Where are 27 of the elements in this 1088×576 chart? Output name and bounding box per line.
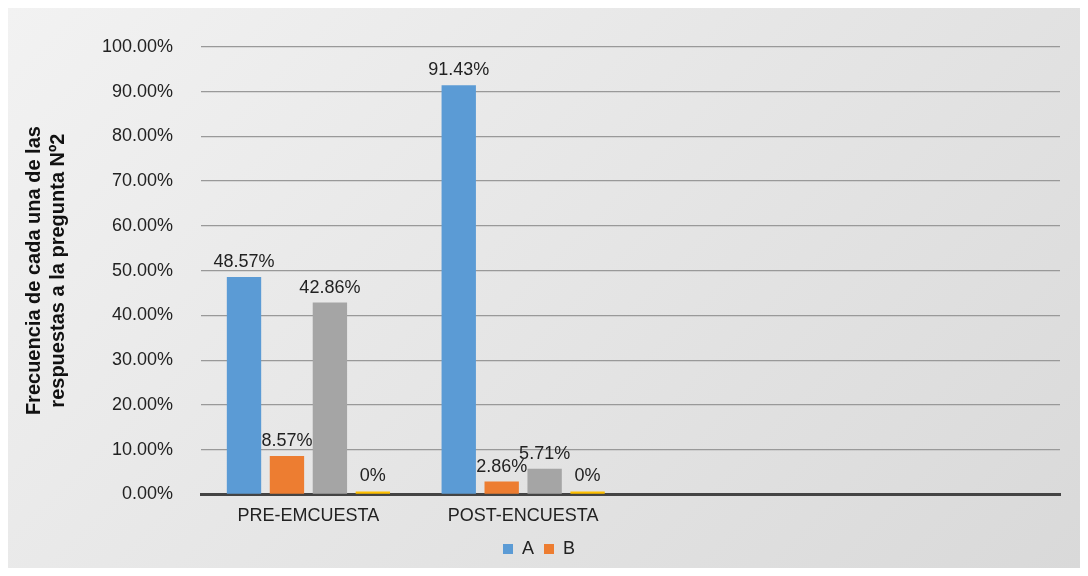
data-label: 42.86% (299, 276, 361, 297)
x-tick-label: POST-ENCUESTA (447, 505, 599, 526)
legend-label: A (521, 537, 535, 558)
y-tick-label: 10.00% (112, 438, 174, 459)
bar (527, 468, 562, 494)
data-label: 0% (574, 465, 601, 486)
data-label: 91.43% (428, 59, 490, 80)
y-tick-label: 50.00% (112, 259, 174, 280)
legend-label: B (563, 537, 576, 558)
y-tick-label: 20.00% (112, 393, 174, 414)
bar (269, 456, 305, 494)
y-tick-label: 0.00% (122, 483, 174, 504)
y-tick-label: 30.00% (112, 349, 174, 370)
y-tick-label: 70.00% (112, 170, 174, 191)
y-tick-label: 40.00% (112, 304, 174, 325)
bar (441, 85, 476, 494)
y-tick-label: 100.00% (102, 35, 174, 56)
data-label: 0% (359, 465, 386, 486)
bar (226, 277, 262, 494)
bar (484, 481, 519, 494)
y-tick-label: 90.00% (112, 80, 174, 101)
data-label: 48.57% (213, 250, 275, 271)
y-tick-label: 60.00% (112, 214, 174, 235)
y-tick-label: 80.00% (112, 125, 174, 146)
y-axis-title: Frecuencia de cada una de las respuestas a la pregunta Nº2 (21, 126, 68, 416)
x-tick-label: PRE-EMCUESTA (237, 505, 380, 526)
data-label: 8.57% (261, 430, 313, 451)
